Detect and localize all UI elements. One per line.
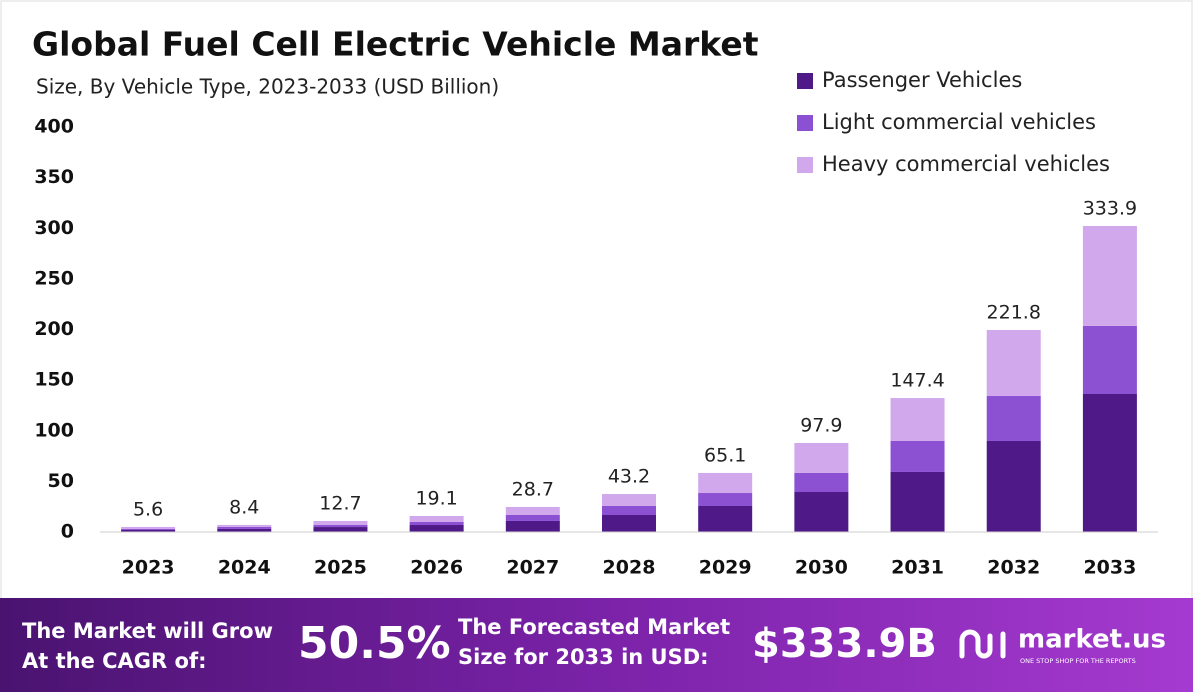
y-tick-label: 100 xyxy=(34,419,74,441)
bar-segment xyxy=(505,520,560,532)
bar-segment xyxy=(794,443,849,473)
bar-segment xyxy=(217,526,272,529)
bar-segment xyxy=(1082,226,1137,326)
total-label: 12.7 xyxy=(319,492,361,514)
total-label: 19.1 xyxy=(415,488,457,510)
footer-text: The Forecasted Market xyxy=(458,615,730,639)
bar-segment xyxy=(121,526,176,529)
y-tick-label: 250 xyxy=(34,267,74,289)
total-label: 5.6 xyxy=(133,498,163,520)
bar-segment xyxy=(313,525,368,528)
bar-segment xyxy=(313,527,368,532)
bar-segment xyxy=(794,472,849,493)
x-tick-label: 2033 xyxy=(1083,557,1136,579)
x-tick-label: 2028 xyxy=(603,557,656,579)
legend-label: Light commercial vehicles xyxy=(822,110,1096,134)
bar-segment xyxy=(602,514,656,532)
x-tick-label: 2023 xyxy=(122,557,175,579)
chart-subtitle: Size, By Vehicle Type, 2023-2033 (USD Bi… xyxy=(36,75,499,99)
bar-segment xyxy=(698,493,753,506)
y-tick-label: 350 xyxy=(34,166,74,188)
footer-text: Size for 2033 in USD: xyxy=(458,645,709,669)
y-tick-label: 50 xyxy=(48,470,74,492)
brand-tagline: ONE STOP SHOP FOR THE REPORTS xyxy=(1020,657,1136,665)
bar-segment xyxy=(313,520,368,526)
y-tick-label: 400 xyxy=(34,116,74,138)
bar-segment xyxy=(1082,325,1137,394)
total-label: 221.8 xyxy=(987,302,1041,324)
bar-segment xyxy=(121,528,176,530)
total-label: 43.2 xyxy=(608,466,650,488)
bar-segment xyxy=(505,506,560,515)
bar-segment xyxy=(890,440,945,472)
total-label: 65.1 xyxy=(704,444,746,466)
bar-segment xyxy=(409,521,464,526)
total-label: 28.7 xyxy=(512,478,554,500)
brand-logo xyxy=(959,629,1006,659)
bar-segment xyxy=(698,505,753,532)
chart-title: Global Fuel Cell Electric Vehicle Market xyxy=(32,25,759,64)
bar-segment xyxy=(121,529,176,532)
bar-segment xyxy=(602,494,656,506)
bar-segment xyxy=(698,472,753,494)
legend-swatch xyxy=(797,115,813,131)
x-tick-label: 2029 xyxy=(699,557,752,579)
bar-segment xyxy=(217,524,272,527)
bar-segment xyxy=(602,505,656,515)
bar-segment xyxy=(986,440,1041,532)
y-tick-label: 0 xyxy=(61,521,74,543)
bar-segment xyxy=(409,516,464,522)
y-tick-label: 300 xyxy=(34,217,74,239)
x-tick-label: 2030 xyxy=(795,557,848,579)
footer-text: The Market will Grow xyxy=(22,619,273,643)
x-tick-label: 2031 xyxy=(891,557,944,579)
footer-cagr: 50.5% xyxy=(298,618,451,669)
y-tick-label: 200 xyxy=(34,318,74,340)
footer-forecast: $333.9B xyxy=(752,621,937,667)
legend-swatch xyxy=(797,73,813,89)
legend-swatch xyxy=(797,157,813,173)
bar-segment xyxy=(409,525,464,532)
legend-label: Heavy commercial vehicles xyxy=(822,152,1110,176)
bar-segment xyxy=(794,492,849,532)
x-tick-label: 2026 xyxy=(410,557,463,579)
bar-segment xyxy=(986,330,1041,397)
bar-segment xyxy=(890,471,945,532)
x-tick-label: 2025 xyxy=(314,557,367,579)
brand-name: market.us xyxy=(1018,625,1166,655)
total-label: 333.9 xyxy=(1083,198,1137,220)
total-label: 147.4 xyxy=(890,370,944,392)
bar-segment xyxy=(986,396,1041,441)
bar-segment xyxy=(890,398,945,441)
footer-banner xyxy=(0,598,1193,692)
legend-label: Passenger Vehicles xyxy=(822,68,1022,92)
x-tick-label: 2024 xyxy=(218,557,271,579)
bar-segment xyxy=(217,528,272,532)
bar-segment xyxy=(505,514,560,521)
x-tick-label: 2027 xyxy=(506,557,559,579)
total-label: 97.9 xyxy=(800,415,842,437)
footer-text: At the CAGR of: xyxy=(22,649,207,673)
x-tick-label: 2032 xyxy=(987,557,1040,579)
bar-segment xyxy=(1082,393,1137,532)
y-tick-label: 150 xyxy=(34,369,74,391)
total-label: 8.4 xyxy=(229,496,259,518)
